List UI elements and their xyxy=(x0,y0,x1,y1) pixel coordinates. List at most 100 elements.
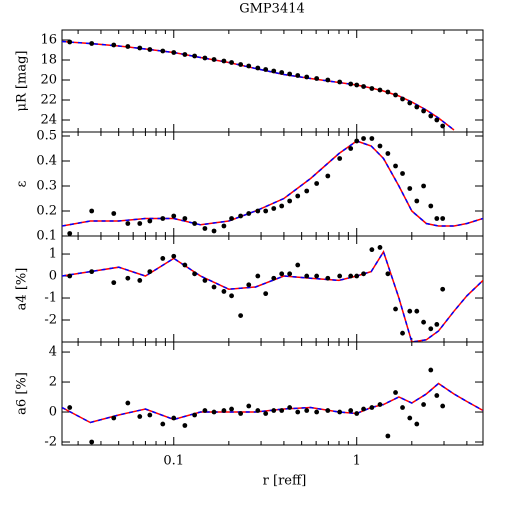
data-point xyxy=(192,221,198,226)
data-point xyxy=(147,47,153,52)
data-point xyxy=(229,216,234,221)
data-point xyxy=(171,213,177,219)
data-point xyxy=(160,256,166,261)
y-axis-label: ε xyxy=(15,180,30,187)
data-point xyxy=(160,421,166,427)
data-point xyxy=(407,308,413,314)
data-point xyxy=(407,100,413,106)
data-point xyxy=(434,216,440,221)
data-point xyxy=(400,96,405,102)
data-point xyxy=(238,411,244,416)
data-point xyxy=(182,216,188,221)
data-point xyxy=(89,208,95,214)
data-point xyxy=(385,151,391,156)
model-line xyxy=(62,382,483,424)
data-point xyxy=(192,53,198,59)
data-point xyxy=(354,138,360,144)
data-point xyxy=(263,67,269,72)
data-point xyxy=(147,412,153,418)
data-point xyxy=(89,41,95,46)
data-point xyxy=(221,408,227,413)
data-point xyxy=(221,289,227,294)
data-point xyxy=(421,183,426,189)
data-point xyxy=(279,271,285,277)
data-point xyxy=(246,63,252,69)
data-point xyxy=(393,163,398,169)
y-tick-label: 1 xyxy=(49,247,57,262)
data-point xyxy=(325,408,331,413)
data-point xyxy=(182,52,188,57)
data-point xyxy=(440,216,446,221)
data-point xyxy=(393,306,398,312)
y-tick-label: 0.2 xyxy=(36,204,57,219)
data-point xyxy=(304,273,310,279)
data-point xyxy=(238,213,244,219)
data-point xyxy=(385,271,391,277)
data-point xyxy=(89,269,95,275)
data-point xyxy=(229,406,234,412)
data-point xyxy=(137,414,143,419)
data-point xyxy=(229,60,234,65)
panel-frame xyxy=(61,341,484,446)
data-point xyxy=(202,226,208,231)
data-point xyxy=(287,198,293,204)
data-point xyxy=(400,330,405,336)
data-point xyxy=(287,405,293,410)
y-tick-label: 4 xyxy=(49,345,57,360)
y-tick-label: 16 xyxy=(40,33,57,48)
data-point xyxy=(160,48,166,54)
data-point xyxy=(434,117,440,123)
data-point xyxy=(428,203,434,209)
data-point xyxy=(137,221,143,226)
y-tick-label: 20 xyxy=(40,73,57,88)
data-point xyxy=(287,71,293,77)
data-point xyxy=(271,206,277,211)
data-point xyxy=(255,408,261,413)
y-tick-label: 0.3 xyxy=(36,179,57,194)
data-point xyxy=(238,62,244,67)
data-point xyxy=(271,408,277,413)
data-point xyxy=(255,208,261,214)
data-point xyxy=(440,286,446,292)
data-point xyxy=(348,81,354,87)
data-point xyxy=(369,247,375,253)
model-group xyxy=(62,40,455,131)
model-group xyxy=(62,140,483,227)
data-point xyxy=(137,278,143,283)
model-group xyxy=(62,250,483,342)
data-point xyxy=(202,408,208,413)
data-point xyxy=(393,390,398,395)
data-point xyxy=(377,143,383,149)
model-line xyxy=(62,140,483,227)
data-point xyxy=(137,45,143,51)
data-point xyxy=(414,198,420,204)
data-point xyxy=(428,113,434,119)
data-point xyxy=(246,282,252,288)
x-axis-label: r [reff] xyxy=(263,474,307,489)
data-point xyxy=(337,156,343,161)
data-point xyxy=(414,308,420,314)
data-point xyxy=(428,326,434,332)
data-point xyxy=(354,82,360,88)
chart-title: GMP3414 xyxy=(239,2,305,17)
data-point xyxy=(67,39,73,45)
model-line xyxy=(62,40,455,131)
data-point xyxy=(304,74,310,80)
data-point xyxy=(221,58,227,64)
data-point xyxy=(295,262,301,268)
data-point xyxy=(211,57,217,62)
data-point xyxy=(314,273,320,279)
data-point xyxy=(182,262,188,268)
data-point xyxy=(67,405,73,410)
model-line-dashed xyxy=(62,40,455,131)
data-point xyxy=(421,319,426,325)
data-point xyxy=(67,231,73,236)
data-point xyxy=(202,55,208,61)
data-point xyxy=(337,79,343,85)
data-point xyxy=(171,415,177,421)
data-point xyxy=(171,253,177,259)
data-point xyxy=(295,73,301,78)
data-point xyxy=(171,50,177,55)
